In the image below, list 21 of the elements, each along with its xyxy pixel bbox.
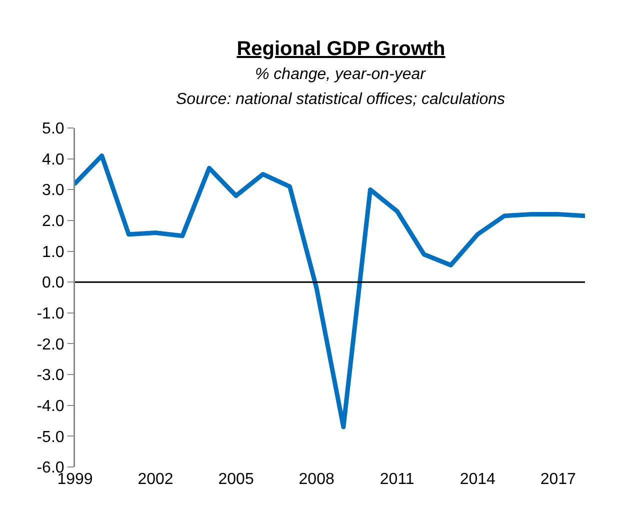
x-tick-label: 2011 [380,471,414,488]
y-tick-label: 1.0 [42,244,64,261]
y-tick-label: 4.0 [42,151,64,168]
chart-subtitle: % change, year-on-year [255,66,426,83]
y-tick-label: 3.0 [42,182,64,200]
y-tick-label: -1.0 [36,306,64,323]
line-series [75,153,585,430]
y-tick-label: -4.0 [36,398,64,415]
chart-title: Regional GDP Growth [236,38,446,60]
x-tick-label: 2005 [218,471,254,488]
x-tick-label: 2002 [138,471,174,488]
source-note: Source: national statistical offices; calculations [176,91,506,108]
y-tick-label: 5.0 [42,120,64,138]
y-tick-label: -2.0 [36,336,64,354]
y-tick-label: -3.0 [36,367,64,384]
y-tick-label: 2.0 [42,213,64,230]
x-tick-label: 2014 [460,471,496,488]
x-tick-label: 2017 [540,471,576,488]
y-tick-label: 0.0 [42,274,64,292]
x-tick-label: 2008 [298,471,334,488]
y-tick-label: -5.0 [36,428,64,446]
